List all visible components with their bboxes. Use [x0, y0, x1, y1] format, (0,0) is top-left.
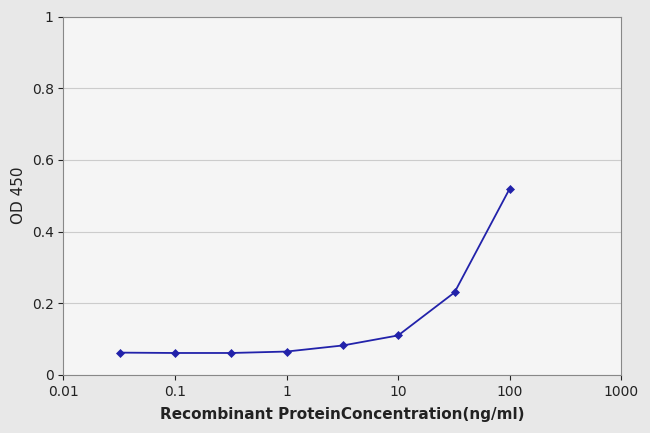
- Y-axis label: OD 450: OD 450: [11, 167, 26, 224]
- X-axis label: Recombinant ProteinConcentration(ng/ml): Recombinant ProteinConcentration(ng/ml): [160, 407, 525, 422]
